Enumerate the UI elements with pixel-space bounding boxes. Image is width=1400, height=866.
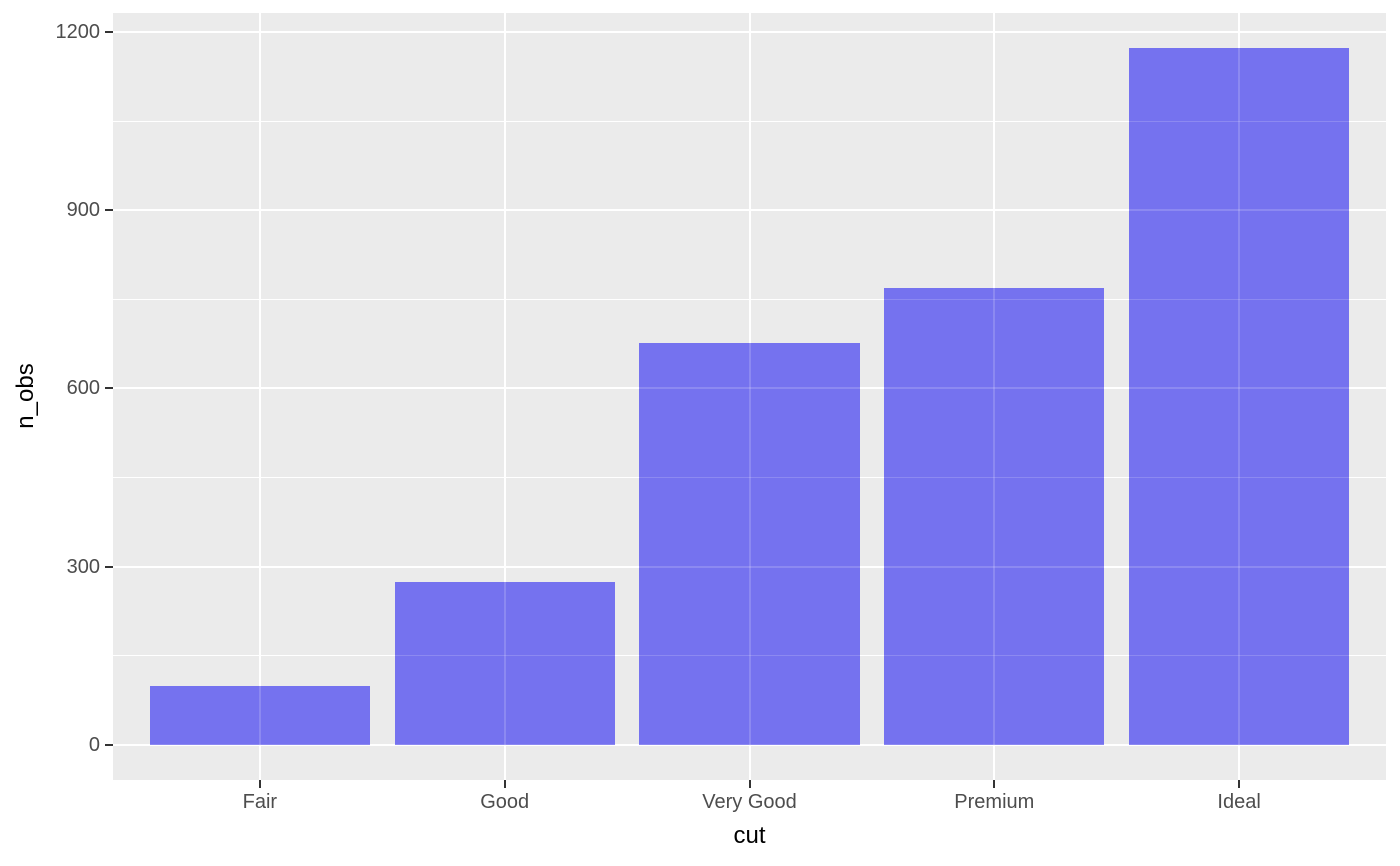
y-tick-label: 600 (66, 377, 100, 400)
y-tick-mark (105, 31, 113, 33)
y-tick-mark (105, 743, 113, 746)
x-tick-label: Very Good (702, 791, 797, 813)
x-tick-mark (748, 780, 751, 788)
y-axis-tick-labels: 0 300 600 900 1200 (0, 13, 101, 780)
y-tick-mark (105, 565, 113, 568)
major-gridline-h (113, 31, 1386, 33)
major-gridline-v (993, 13, 996, 780)
minor-gridline-h (113, 655, 1386, 657)
x-tick-label: Good (480, 791, 530, 813)
bar-fair (149, 685, 371, 745)
major-gridline-v (503, 13, 506, 780)
x-axis-title: cut (733, 822, 766, 849)
x-tick-mark (258, 780, 261, 788)
bar-good (394, 581, 615, 745)
y-tick-mark (105, 209, 113, 212)
major-gridline-v (748, 13, 751, 780)
minor-gridline-h (113, 298, 1386, 300)
x-tick-mark (503, 780, 506, 788)
y-axis-title: n_obs (12, 363, 39, 429)
major-gridline-h (113, 743, 1386, 746)
x-tick-mark (1238, 780, 1241, 788)
x-tick-label: Fair (242, 791, 278, 813)
x-axis-tick-labels: Fair Good Very Good Premium Ideal (113, 791, 1386, 817)
y-tick-label: 1200 (55, 21, 101, 43)
bar-premium (884, 288, 1105, 745)
major-gridline-v (1238, 13, 1241, 780)
major-gridline-v (503, 13, 506, 780)
y-tick-label: 0 (88, 733, 100, 756)
minor-gridline-h (113, 120, 1386, 122)
x-tick-label: Premium (954, 791, 1035, 813)
major-gridline-h (113, 565, 1386, 568)
major-gridline-v (258, 13, 261, 780)
major-gridline-v (258, 13, 261, 780)
y-tick-label: 900 (66, 199, 100, 222)
x-tick-label: Ideal (1217, 791, 1261, 813)
bar-very-good (639, 343, 860, 745)
x-tick-mark (993, 780, 996, 788)
major-gridline-h (113, 387, 1386, 390)
bars-layer (113, 13, 1386, 780)
y-tick-mark (105, 387, 113, 390)
gridlines-overlay-layer (113, 13, 1386, 780)
bar-ideal (1128, 48, 1350, 745)
minor-gridline-h (113, 477, 1386, 479)
major-gridline-h (113, 209, 1386, 212)
plot-panel (113, 13, 1386, 780)
y-tick-label: 300 (66, 555, 100, 578)
